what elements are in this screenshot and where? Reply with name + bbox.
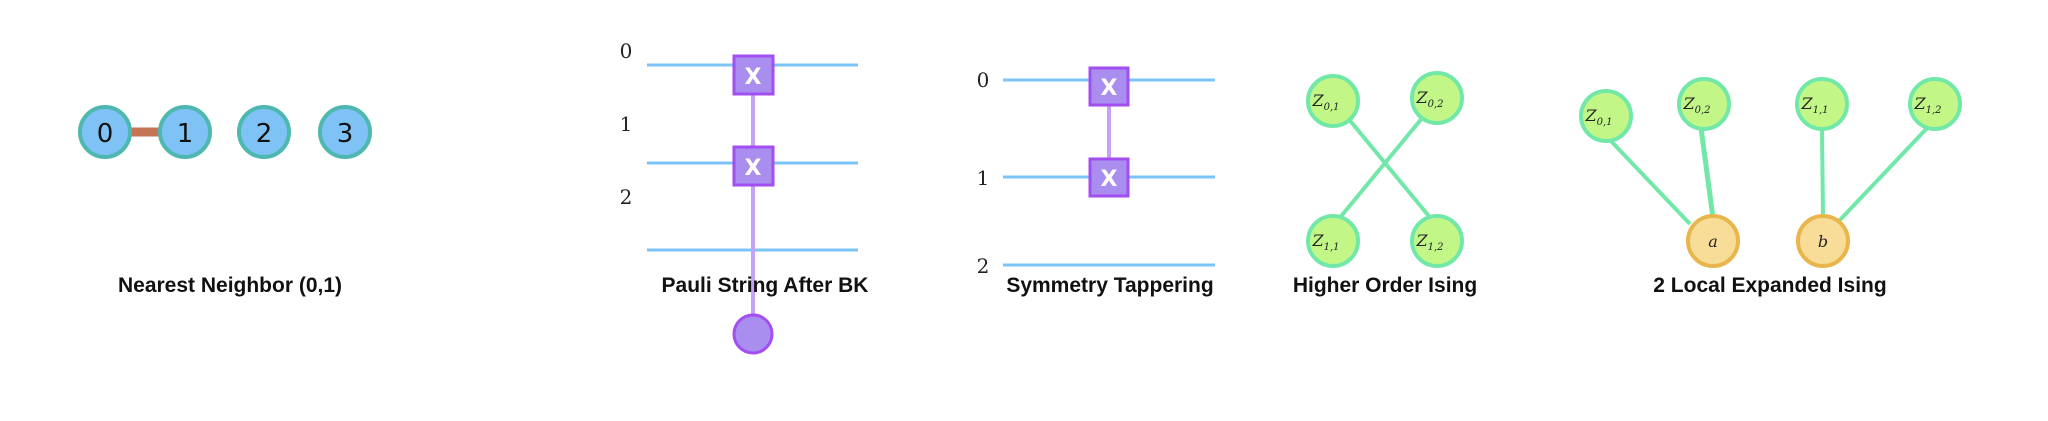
panel-symmetry-tapering: 0 1 2 X X Symmetry Tappering (977, 66, 1215, 297)
gate-x-0: X (1088, 66, 1130, 107)
panel-pauli-string-bk: 0 1 2 X X Pauli String After BK (620, 39, 869, 355)
panel-2-local-expanded-ising: Z0,1 Z0,2 a Z1,1 Z1,2 b 2 Local Expanded… (1579, 77, 1962, 297)
svg-text:Z1,1: Z1,1 (1800, 94, 1828, 116)
svg-text:3: 3 (337, 119, 354, 149)
svg-text:Z0,1: Z0,1 (1584, 106, 1612, 128)
wire-label-1: 1 (977, 166, 990, 190)
spin-node-z01: Z0,1 (1306, 74, 1360, 128)
gate-x-1: X (732, 145, 775, 187)
qubit-node-3: 3 (318, 105, 372, 159)
svg-text:Z0,1: Z0,1 (1311, 91, 1339, 113)
qubit-node-0: 0 (78, 105, 132, 159)
svg-text:Z1,2: Z1,2 (1415, 231, 1443, 253)
svg-text:0: 0 (97, 119, 114, 149)
edge-z12-b (1836, 123, 1932, 224)
svg-text:X: X (745, 65, 762, 90)
svg-text:X: X (745, 156, 762, 181)
gate-x-0: X (732, 54, 775, 96)
edge-z11-b (1820, 127, 1825, 219)
svg-text:a: a (1708, 232, 1718, 251)
panel-higher-order-ising: Z0,1 Z0,2 Z1,1 Z1,2 Higher Order Ising (1293, 71, 1477, 297)
svg-text:b: b (1818, 232, 1828, 251)
edge-z02-z11 (1331, 98, 1439, 228)
wire-label-0: 0 (620, 39, 633, 63)
svg-text:Z1,1: Z1,1 (1311, 231, 1339, 253)
panel-title: Pauli String After BK (662, 274, 869, 297)
wire-label-2: 2 (977, 254, 990, 278)
ancilla-node-b: b (1796, 214, 1850, 268)
wire-label-1: 1 (620, 112, 633, 136)
spin-node-z02: Z0,2 (1410, 71, 1464, 125)
spin-node-z12: Z1,2 (1908, 77, 1962, 131)
ancilla-node-a: a (1686, 214, 1740, 268)
qubit-node-1: 1 (158, 105, 212, 159)
spin-node-z11: Z1,1 (1306, 214, 1360, 268)
spin-node-z01: Z0,1 (1579, 89, 1633, 143)
panel-title: Higher Order Ising (1293, 274, 1477, 297)
svg-text:1: 1 (177, 119, 194, 149)
wire-label-0: 0 (977, 68, 990, 92)
svg-text:Z0,2: Z0,2 (1415, 88, 1443, 110)
edge-z02-a (1698, 127, 1716, 219)
svg-text:Z0,2: Z0,2 (1682, 94, 1710, 116)
svg-text:X: X (1101, 76, 1118, 101)
panel-title: Symmetry Tappering (1006, 274, 1213, 297)
qubit-node-2: 2 (237, 105, 291, 159)
gate-x-1: X (1088, 157, 1130, 198)
panel-title: Nearest Neighbor (0,1) (118, 274, 342, 297)
panel-nearest-neighbor: 0 1 2 3 Nearest Neighbor (0,1) (78, 105, 372, 297)
spin-node-z11: Z1,1 (1795, 77, 1849, 131)
wire-label-2: 2 (620, 185, 633, 209)
svg-text:Z1,2: Z1,2 (1913, 94, 1941, 116)
svg-text:X: X (1101, 167, 1118, 192)
svg-text:2: 2 (256, 119, 273, 149)
edge-z01-a (1608, 138, 1692, 226)
panel-title: 2 Local Expanded Ising (1653, 274, 1886, 297)
spin-node-z12: Z1,2 (1410, 214, 1464, 268)
control-dot (732, 313, 774, 355)
spin-node-z02: Z0,2 (1677, 77, 1731, 131)
